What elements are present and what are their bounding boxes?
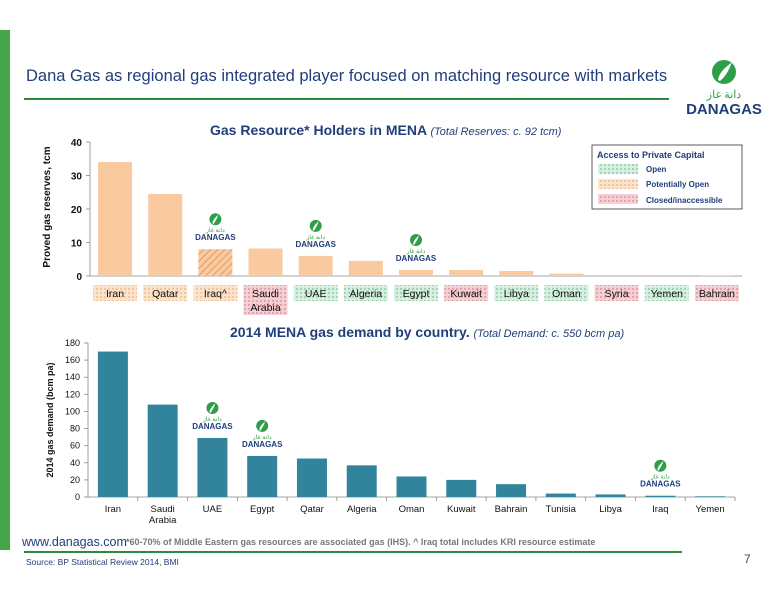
chart1-bar-bahrain [699, 275, 734, 276]
chart1-category-box-yemen [644, 285, 689, 301]
chart1-category-label: Iran [106, 288, 124, 300]
chart1-ytick-label: 30 [71, 172, 83, 183]
chart2-subtitle: (Total Demand: c. 550 bcm pa) [473, 328, 625, 340]
chart1-category-label: Iraq^ [204, 288, 227, 300]
chart1-category-label: Kuwait [450, 288, 482, 300]
logo-text: DANAGAS [686, 101, 762, 118]
svg-text:DANAGAS: DANAGAS [195, 233, 236, 242]
chart1-category-box-iraq [193, 285, 238, 301]
chart1-ytick-label: 20 [71, 205, 83, 216]
chart1-subtitle: (Total Reserves: c. 92 tcm) [430, 126, 562, 138]
chart1-ylabel: Proved gas reserves, tcm [42, 146, 53, 267]
chart2-title-text: 2014 MENA gas demand by country. [230, 324, 470, 340]
chart1-bar-egypt [399, 269, 433, 276]
slide-title: Dana Gas as regional gas integrated play… [26, 67, 668, 85]
chart1-legend: Access to Private Capital Open Potential… [591, 144, 743, 210]
chart1-category-box-iran [93, 285, 138, 301]
chart1-category-box-libya [494, 285, 539, 301]
chart1-category-label: Oman [552, 288, 581, 300]
legend-swatch-open [598, 164, 638, 174]
chart1-category-box-saudi-arabia [243, 285, 288, 315]
chart1-category-box-syria [594, 285, 639, 301]
chart1-category-label: Qatar [152, 288, 179, 300]
chart1-category-label: Egypt [403, 288, 430, 300]
chart1-category-label: Yemen [651, 288, 683, 300]
source-note: Source: BP Statistical Review 2014, BMI [26, 557, 179, 567]
chart1-title: Gas Resource* Holders in MENA (Total Res… [210, 122, 561, 138]
chart1-bar-yemen [649, 274, 684, 276]
chart1-bar-iran [98, 162, 133, 276]
footer-url[interactable]: www.danagas.com [22, 535, 127, 549]
chart1-bar-libya [499, 270, 534, 276]
chart1-category-box-egypt [394, 285, 438, 301]
chart1-bar-saudi-arabia [248, 248, 283, 276]
chart1-category-box-uae [293, 285, 338, 301]
chart1-category-box-kuwait [444, 285, 489, 301]
legend-swatch-potential [598, 179, 638, 189]
chart1-bar-oman [549, 273, 584, 276]
chart1-category-label: Syria [605, 288, 629, 300]
svg-text:دانة غاز: دانة غاز [205, 227, 225, 234]
svg-text:دانة غاز: دانة غاز [406, 248, 426, 255]
svg-text:DANAGAS: DANAGAS [295, 240, 336, 249]
legend-swatch-closed [598, 194, 638, 204]
chart1-ytick-label: 10 [71, 239, 83, 250]
chart1-bar-qatar [148, 193, 183, 276]
chart1-bar-uae [298, 255, 333, 276]
chart1-category-label: Saudi [252, 288, 279, 300]
footer-note: *60-70% of Middle Eastern gas resources … [126, 537, 596, 547]
legend-label-potential: Potentially Open [646, 180, 709, 189]
chart1-category-box-oman [544, 285, 589, 301]
chart1-ytick-label: 40 [71, 138, 83, 149]
chart1-category-box-bahrain [694, 285, 739, 301]
chart1-bar-syria [599, 274, 634, 276]
chart1-title-text: Gas Resource* Holders in MENA [210, 122, 427, 138]
svg-text:دانة غاز: دانة غاز [305, 234, 325, 241]
left-accent-bar [0, 30, 10, 550]
chart1-bar-algeria [348, 260, 383, 276]
logo-arabic: دانة غاز [706, 89, 741, 101]
footer-divider [24, 551, 682, 553]
chart1-category-box-algeria [343, 285, 388, 301]
chart1-category-label: Algeria [350, 288, 383, 300]
legend-title: Access to Private Capital [597, 150, 705, 160]
chart1-category-label: Arabia [250, 302, 281, 314]
chart1-category-label: Bahrain [699, 288, 735, 300]
legend-label-open: Open [646, 165, 667, 174]
chart1-category-label: UAE [305, 288, 327, 300]
title-divider [24, 98, 669, 100]
chart1-ytick-label: 0 [76, 272, 82, 283]
svg-text:DANAGAS: DANAGAS [396, 254, 437, 263]
chart1-bar-kuwait [449, 269, 484, 276]
danagas-logo: دانة غاز DANAGAS [686, 60, 762, 118]
chart2-title: 2014 MENA gas demand by country. (Total … [230, 324, 624, 340]
chart1-bar-iraq [198, 249, 233, 276]
page-number: 7 [744, 552, 751, 566]
legend-label-closed: Closed/inaccessible [646, 196, 723, 205]
chart1-category-box-qatar [143, 285, 188, 301]
chart1-category-label: Libya [504, 288, 529, 300]
